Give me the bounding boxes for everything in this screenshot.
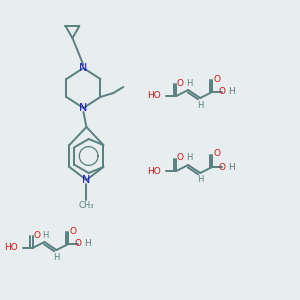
Text: N: N — [82, 175, 91, 185]
Text: H: H — [42, 230, 49, 239]
Text: O: O — [74, 239, 81, 248]
Text: H: H — [186, 154, 192, 163]
Text: O: O — [33, 230, 40, 239]
Text: N: N — [79, 63, 88, 73]
Text: CH₃: CH₃ — [79, 202, 94, 211]
Text: O: O — [218, 88, 225, 97]
Text: H: H — [53, 253, 60, 262]
Text: O: O — [177, 154, 184, 163]
Text: HO: HO — [148, 92, 161, 100]
Text: O: O — [70, 226, 77, 236]
Text: O: O — [177, 79, 184, 88]
Text: O: O — [214, 149, 221, 158]
Text: H: H — [84, 239, 91, 248]
Text: O: O — [218, 163, 225, 172]
Text: H: H — [228, 88, 235, 97]
Text: H: H — [197, 100, 203, 109]
Text: N: N — [79, 103, 88, 113]
Text: HO: HO — [4, 244, 17, 253]
Text: O: O — [214, 74, 221, 83]
Text: H: H — [197, 176, 203, 184]
Text: HO: HO — [148, 167, 161, 176]
Text: H: H — [186, 79, 192, 88]
Text: H: H — [228, 163, 235, 172]
